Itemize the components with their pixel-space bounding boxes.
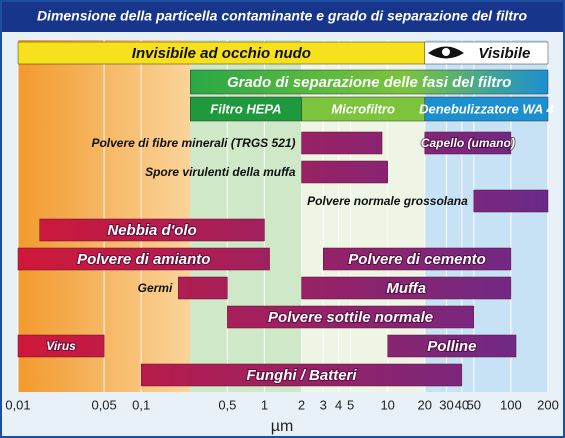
bar <box>17 247 270 271</box>
bar-label: Polvere normale grossolana <box>307 194 468 208</box>
bar <box>227 305 475 329</box>
band-label: Visibile <box>478 45 530 62</box>
x-tick-label: 0,5 <box>218 397 236 412</box>
bar-label: Muffa <box>386 280 426 297</box>
eye-icon <box>428 46 464 59</box>
bar <box>424 131 512 155</box>
x-axis-label: µm <box>271 418 294 435</box>
bar <box>387 334 517 358</box>
bar <box>17 334 105 358</box>
bar <box>301 276 512 300</box>
x-tick-label: 10 <box>380 397 394 412</box>
band <box>301 96 426 122</box>
bar <box>301 131 383 155</box>
bar-label: Polline <box>427 338 476 355</box>
bar-label: Virus <box>46 339 76 353</box>
x-tick-label: 0,1 <box>132 397 150 412</box>
bar <box>322 247 512 271</box>
x-tick-label: 0,01 <box>5 397 30 412</box>
x-tick-label: 1 <box>261 397 268 412</box>
bar <box>178 276 228 300</box>
bar <box>473 189 549 213</box>
x-tick-label: 200 <box>537 397 559 412</box>
band <box>424 96 549 122</box>
band-label: Microfiltro <box>331 101 395 116</box>
bar <box>301 160 388 184</box>
band-label: Denebulizzatore WA 4 <box>419 101 554 116</box>
bar-label: Nebbia d'olo <box>107 222 196 239</box>
bar-label: Polvere di fibre minerali (TRGS 521) <box>91 136 295 150</box>
x-tick-label: 50 <box>467 397 481 412</box>
x-tick-label: 0,05 <box>91 397 116 412</box>
x-tick-label: 5 <box>347 397 354 412</box>
x-tick-label: 4 <box>335 397 342 412</box>
eye-pupil <box>442 48 450 56</box>
band <box>424 41 549 65</box>
bar-label: Polvere di amianto <box>77 251 210 268</box>
band <box>190 69 549 95</box>
bar-label: Germi <box>138 281 173 295</box>
chart-title: Dimensione della particella contaminante… <box>37 8 528 24</box>
x-tick-label: 30 <box>439 397 453 412</box>
band-label: Grado di separazione delle fasi del filt… <box>227 74 511 91</box>
band-label: Invisibile ad occhio nudo <box>132 45 311 62</box>
bar-label: Polvere di cemento <box>348 251 486 268</box>
bar-label: Funghi / Batteri <box>247 367 358 384</box>
title-bar <box>2 2 563 32</box>
band <box>190 96 302 122</box>
x-tick-label: 100 <box>500 397 522 412</box>
x-tick-label: 3 <box>320 397 327 412</box>
x-tick-label: 20 <box>418 397 432 412</box>
bar <box>39 218 265 242</box>
x-tick-label: 2 <box>298 397 305 412</box>
bar-label: Spore virulenti della muffa <box>145 165 296 179</box>
x-tick-label: 40 <box>455 397 469 412</box>
bar <box>140 363 463 387</box>
band-label: Filtro HEPA <box>210 101 281 116</box>
bar-label: Capello (umano) <box>421 136 515 150</box>
bar-label: Polvere sottile normale <box>268 309 433 326</box>
